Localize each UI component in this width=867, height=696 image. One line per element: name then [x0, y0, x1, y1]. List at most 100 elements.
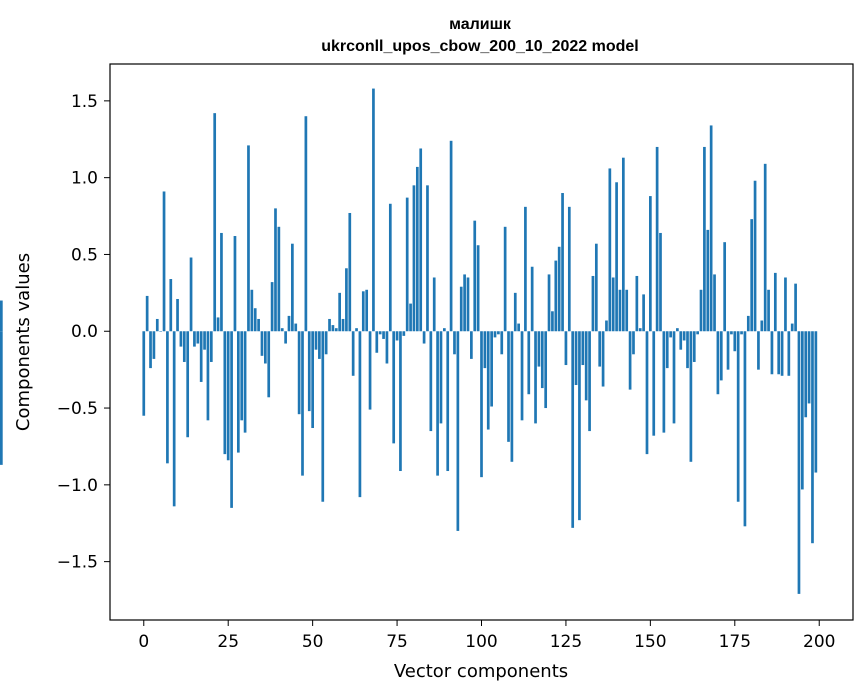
bar-196: [804, 331, 808, 418]
bar-195: [800, 331, 804, 490]
bar-33: [253, 308, 257, 332]
x-axis-ticks: 0 25 50 75 100 125 150 175 200: [138, 620, 835, 652]
bar-169: [713, 274, 716, 332]
bar-129: [578, 331, 581, 521]
bar-37: [267, 331, 271, 398]
bar-165: [699, 289, 703, 332]
y-tick-label: 1.0: [71, 169, 98, 189]
bar-61: [348, 212, 352, 332]
bar-20: [209, 331, 213, 362]
plot-frame: [109, 63, 854, 621]
y-tick-label: −1.5: [57, 553, 98, 573]
y-axis-ticks: −1.5 −1.0 −0.5 0.0 0.5 1.0 1.5: [57, 92, 110, 573]
x-tick-label: 50: [302, 632, 324, 652]
y-tick-label: 0.5: [71, 245, 98, 265]
bar-111: [517, 323, 520, 332]
bar-119: [544, 331, 548, 409]
bar-139: [611, 277, 615, 332]
bar-142: [621, 157, 625, 332]
bar-65: [361, 291, 365, 332]
bar-39: [274, 208, 277, 332]
bar-194: [797, 331, 801, 594]
bar-154: [662, 331, 666, 433]
bar-45: [294, 323, 298, 332]
y-tick-label: −0.5: [57, 399, 98, 419]
bar-96: [466, 277, 470, 332]
bar-112: [520, 331, 524, 421]
bar-200: [0, 331, 3, 465]
bar-116: [534, 331, 537, 424]
bar-159: [679, 331, 683, 350]
x-tick-label: 200: [803, 632, 835, 652]
bar-54: [324, 331, 328, 355]
bar-19: [206, 331, 210, 421]
bar-63: [355, 328, 358, 332]
bar-13: [186, 331, 190, 438]
bar-34: [257, 318, 260, 332]
bar-24: [223, 331, 227, 455]
bar-99: [476, 245, 480, 332]
x-tick-label: 150: [634, 632, 666, 652]
bar-201: [0, 300, 3, 332]
bar-74: [392, 331, 396, 444]
bar-12: [182, 331, 186, 362]
bar-18: [203, 331, 206, 350]
bar-152: [655, 146, 659, 332]
y-tick-label: −1.0: [57, 476, 98, 496]
bar-110: [513, 292, 517, 332]
bar-30: [243, 331, 247, 433]
bar-71: [382, 331, 385, 339]
bar-107: [503, 226, 507, 332]
bar-178: [743, 331, 747, 527]
bar-127: [571, 331, 575, 528]
bar-147: [638, 328, 642, 332]
bar-117: [537, 331, 541, 367]
bar-88: [439, 331, 443, 424]
bar-191: [787, 331, 791, 376]
bar-91: [449, 140, 453, 332]
bar-44: [291, 243, 294, 332]
bar-187: [773, 272, 777, 332]
bar-101: [483, 331, 487, 369]
bar-174: [730, 331, 733, 335]
bar-55: [328, 318, 331, 332]
bar-66: [365, 289, 369, 332]
bar-104: [493, 331, 497, 338]
bar-36: [264, 331, 267, 364]
bar-114: [527, 331, 531, 395]
bar-31: [247, 145, 250, 332]
bar-197: [807, 331, 811, 404]
bar-15: [193, 331, 196, 347]
bar-155: [665, 331, 669, 369]
bar-97: [470, 331, 473, 359]
bar-161: [686, 331, 689, 369]
bar-135: [598, 331, 602, 367]
bar-148: [642, 294, 645, 332]
bar-115: [530, 266, 534, 332]
bar-75: [395, 331, 399, 341]
bar-5: [159, 331, 163, 332]
bar-95: [463, 274, 466, 332]
bar-14: [189, 257, 193, 332]
bar-140: [615, 182, 618, 332]
x-tick-label: 25: [217, 632, 239, 652]
bar-2: [149, 331, 152, 369]
bar-0: [142, 331, 146, 416]
bar-59: [341, 318, 345, 332]
bar-32: [250, 289, 254, 332]
bar-27: [233, 236, 237, 332]
y-tick-label: 0.0: [71, 322, 98, 342]
bar-86: [432, 277, 436, 332]
bar-158: [676, 328, 679, 332]
bar-149: [645, 331, 649, 455]
bar-1: [145, 295, 149, 332]
bar-50: [311, 331, 314, 429]
bar-52: [318, 331, 321, 359]
bar-46: [297, 331, 301, 415]
bar-133: [591, 275, 595, 332]
bar-118: [540, 331, 544, 389]
bar-103: [490, 331, 493, 407]
bar-167: [706, 229, 710, 332]
bar-98: [473, 220, 477, 332]
